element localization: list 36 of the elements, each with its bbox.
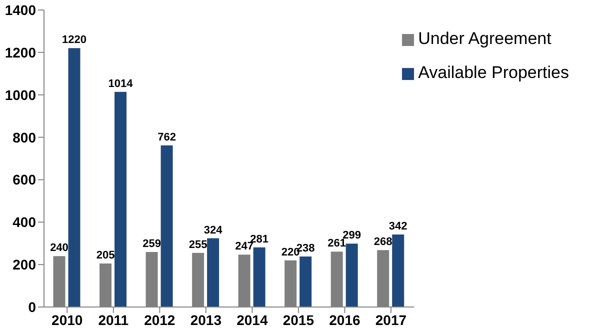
data-label: 255 (188, 238, 208, 251)
legend-label: Under Agreement (418, 29, 552, 48)
data-label: 268 (374, 236, 392, 248)
x-tick-label: 2011 (98, 312, 129, 328)
bar (68, 48, 80, 307)
bar (160, 145, 173, 307)
bar (114, 92, 127, 307)
x-tick-label: 2010 (52, 312, 83, 328)
bar (207, 238, 220, 307)
y-tick-label: 200 (12, 256, 36, 273)
y-tick-label: 1000 (4, 86, 36, 103)
data-label: 1220 (62, 34, 86, 46)
x-tick-label: 2016 (329, 312, 360, 328)
data-label: 324 (204, 224, 224, 236)
y-tick-label: 800 (12, 129, 36, 146)
y-tick-label: 1200 (4, 44, 36, 60)
legend-label: Available Properties (418, 63, 569, 82)
x-tick-label: 2012 (144, 312, 176, 328)
bar (300, 256, 312, 307)
data-label: 240 (50, 242, 68, 254)
data-label: 1014 (108, 78, 134, 90)
y-tick-label: 0 (28, 298, 36, 315)
y-tick-label: 600 (12, 172, 36, 188)
data-label: 762 (158, 131, 176, 144)
y-tick-label: 1400 (4, 2, 36, 18)
bar (346, 244, 358, 307)
data-label: 342 (388, 220, 408, 232)
x-tick-label: 2013 (190, 312, 222, 328)
data-label: 259 (142, 238, 161, 250)
data-label: 205 (96, 250, 115, 262)
x-tick-label: 2015 (282, 312, 314, 328)
y-tick-label: 400 (12, 214, 36, 230)
bar (392, 234, 404, 307)
x-tick-label: 2017 (375, 312, 407, 328)
bar (253, 247, 266, 307)
x-tick-label: 2014 (236, 312, 268, 328)
